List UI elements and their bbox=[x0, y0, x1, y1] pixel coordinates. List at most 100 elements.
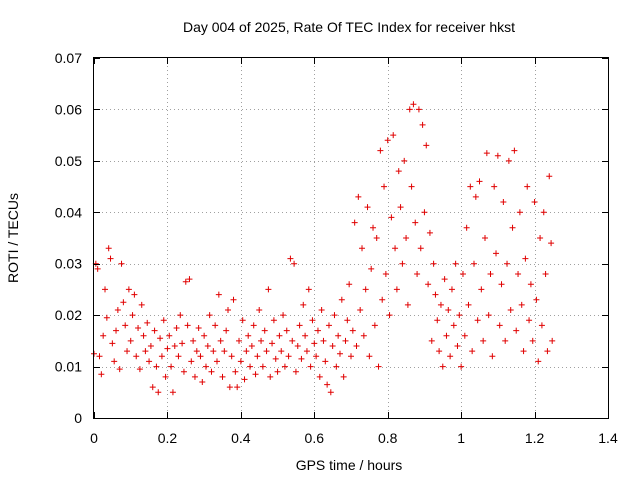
data-point bbox=[507, 307, 514, 313]
data-point bbox=[362, 286, 369, 293]
data-point bbox=[316, 373, 323, 380]
data-point bbox=[263, 348, 270, 355]
data-point bbox=[331, 312, 338, 319]
data-point bbox=[135, 325, 142, 331]
data-point bbox=[107, 255, 114, 262]
data-point bbox=[333, 363, 340, 370]
data-point bbox=[300, 301, 307, 308]
data-point bbox=[177, 312, 184, 319]
data-point bbox=[421, 209, 428, 216]
data-point bbox=[441, 276, 448, 283]
data-point bbox=[546, 173, 553, 180]
data-point bbox=[157, 335, 164, 342]
data-point bbox=[489, 353, 496, 360]
y-tick-label: 0 bbox=[74, 410, 82, 426]
data-point bbox=[371, 322, 378, 329]
data-point bbox=[261, 327, 268, 334]
data-point bbox=[118, 260, 125, 267]
data-point bbox=[531, 199, 538, 205]
data-point bbox=[509, 224, 516, 231]
data-point bbox=[236, 337, 243, 344]
data-point bbox=[151, 327, 158, 334]
data-point bbox=[179, 340, 186, 347]
data-point bbox=[147, 343, 154, 349]
x-axis-label: GPS time / hours bbox=[296, 457, 403, 473]
data-point bbox=[491, 183, 498, 190]
data-point bbox=[291, 260, 298, 267]
data-point bbox=[204, 343, 211, 349]
data-point bbox=[502, 337, 509, 344]
axis-ticks: 0 0.2 0.4 0.6 0.8 1 1.2 1.4 0 0.01 0.02 0.03 0.04 0.0… bbox=[55, 50, 618, 446]
data-point bbox=[447, 353, 454, 360]
data-point bbox=[281, 363, 288, 370]
data-point bbox=[298, 355, 305, 362]
data-point bbox=[280, 312, 287, 319]
data-point bbox=[454, 343, 461, 349]
data-point bbox=[540, 209, 547, 216]
data-point bbox=[544, 348, 551, 355]
data-point bbox=[432, 291, 439, 298]
data-point bbox=[320, 337, 327, 344]
data-point bbox=[230, 296, 237, 303]
data-point bbox=[228, 353, 235, 360]
data-point bbox=[103, 314, 110, 321]
data-point bbox=[428, 337, 435, 344]
data-point bbox=[470, 260, 477, 267]
data-point bbox=[285, 353, 292, 360]
data-point bbox=[131, 291, 138, 298]
y-tick-label: 0.03 bbox=[55, 256, 82, 272]
data-point bbox=[452, 260, 459, 267]
data-point bbox=[190, 337, 197, 344]
data-point bbox=[186, 276, 193, 283]
y-axis-label: ROTI / TECUs bbox=[5, 193, 21, 283]
data-point bbox=[516, 209, 523, 216]
data-point bbox=[419, 121, 426, 128]
data-point bbox=[450, 322, 457, 329]
data-point bbox=[289, 337, 296, 344]
data-point bbox=[439, 363, 446, 370]
data-point bbox=[215, 291, 222, 298]
data-point bbox=[202, 363, 209, 370]
data-point bbox=[480, 337, 487, 344]
data-point bbox=[283, 327, 290, 334]
data-point bbox=[136, 366, 143, 373]
data-point bbox=[313, 353, 320, 360]
data-point bbox=[336, 350, 343, 357]
data-point bbox=[348, 353, 354, 360]
data-point bbox=[182, 278, 189, 285]
data-point bbox=[381, 183, 388, 190]
data-point bbox=[360, 332, 367, 339]
data-point bbox=[445, 307, 452, 313]
data-point bbox=[254, 353, 261, 360]
data-point bbox=[357, 307, 364, 313]
data-point bbox=[113, 327, 120, 334]
data-point bbox=[377, 147, 384, 154]
data-point bbox=[102, 286, 109, 293]
data-point bbox=[292, 368, 299, 375]
data-point bbox=[443, 332, 450, 339]
data-point bbox=[412, 219, 419, 226]
data-point bbox=[392, 245, 399, 252]
data-point bbox=[98, 371, 105, 378]
data-point bbox=[549, 337, 556, 344]
data-point bbox=[370, 224, 377, 231]
data-point bbox=[485, 312, 492, 319]
data-point bbox=[461, 332, 468, 339]
data-point bbox=[169, 389, 176, 396]
data-point bbox=[191, 373, 198, 380]
data-point bbox=[472, 193, 479, 200]
x-tick-label: 1.4 bbox=[598, 430, 618, 446]
data-point bbox=[430, 260, 437, 267]
data-point bbox=[302, 332, 309, 339]
data-point bbox=[494, 152, 501, 159]
data-point bbox=[426, 229, 433, 236]
data-point bbox=[296, 322, 303, 329]
data-point bbox=[269, 340, 276, 347]
data-point bbox=[403, 235, 410, 241]
data-point bbox=[168, 363, 175, 370]
data-point bbox=[498, 281, 505, 288]
data-point bbox=[500, 199, 507, 205]
data-point bbox=[329, 343, 336, 349]
data-point bbox=[199, 379, 206, 385]
data-point bbox=[208, 368, 215, 375]
